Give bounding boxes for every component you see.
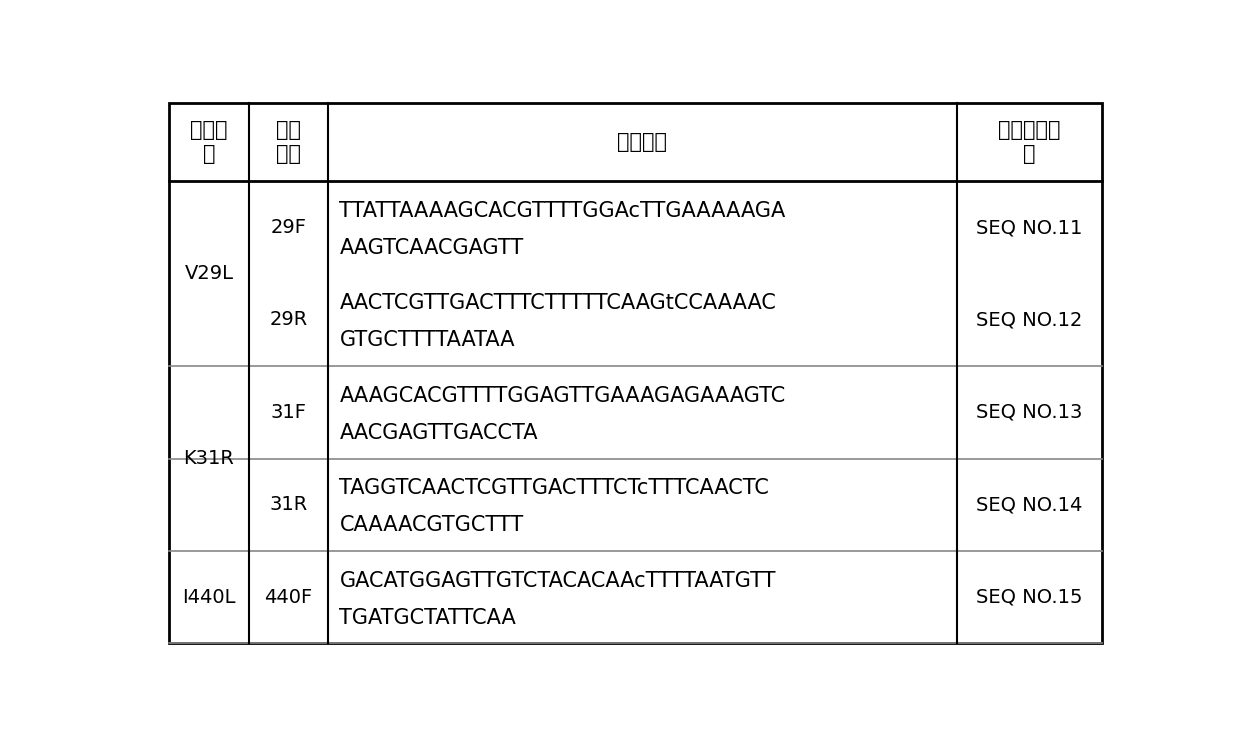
Text: GACATGGAGTTGTCTACACAAcTTTTAATGTT: GACATGGAGTTGTCTACACAAcTTTTAATGTT	[340, 571, 776, 590]
Text: I440L: I440L	[182, 588, 236, 607]
Text: 31F: 31F	[270, 403, 306, 422]
Text: AACTCGTTGACTTTCTTTTTCAAGtCCAAAAC: AACTCGTTGACTTTCTTTTTCAAGtCCAAAAC	[340, 293, 776, 313]
Text: SEQ NO.11: SEQ NO.11	[976, 218, 1083, 237]
Text: SEQ NO.14: SEQ NO.14	[976, 495, 1083, 514]
Text: 31R: 31R	[269, 495, 308, 514]
Text: SEQ NO.12: SEQ NO.12	[976, 310, 1083, 330]
Text: SEQ NO.15: SEQ NO.15	[976, 588, 1083, 607]
Text: TTATTAAAAGCACGTTTTGGAcTTGAAAAAGA: TTATTAAAAGCACGTTTTGGAcTTGAAAAAGA	[340, 201, 786, 221]
Text: SEQ NO.13: SEQ NO.13	[976, 403, 1083, 422]
Text: 440F: 440F	[264, 588, 312, 607]
Text: CAAAACGTGCTTT: CAAAACGTGCTTT	[340, 515, 523, 535]
Text: V29L: V29L	[185, 265, 233, 283]
Text: 29R: 29R	[269, 310, 308, 330]
Text: 引物
名称: 引物 名称	[275, 120, 301, 164]
Text: AAGTCAACGAGTT: AAGTCAACGAGTT	[340, 238, 523, 258]
Text: 引物序列: 引物序列	[618, 132, 667, 152]
Text: AAAGCACGTTTTGGAGTTGAAAGAGAAAGTC: AAAGCACGTTTTGGAGTTGAAAGAGAAAGTC	[340, 386, 786, 406]
Text: 29F: 29F	[270, 218, 306, 237]
Text: K31R: K31R	[184, 449, 234, 468]
Text: AACGAGTTGACCTA: AACGAGTTGACCTA	[340, 423, 538, 443]
Text: TGATGCTATTCAA: TGATGCTATTCAA	[340, 607, 516, 627]
Text: GTGCTTTTAATAA: GTGCTTTTAATAA	[340, 330, 515, 350]
Text: 对应专利序
列: 对应专利序 列	[998, 120, 1060, 164]
Text: TAGGTCAACTCGTTGACTTTCTcTTTCAACTC: TAGGTCAACTCGTTGACTTTCTcTTTCAACTC	[340, 478, 769, 498]
Text: 突变位
点: 突变位 点	[190, 120, 228, 164]
